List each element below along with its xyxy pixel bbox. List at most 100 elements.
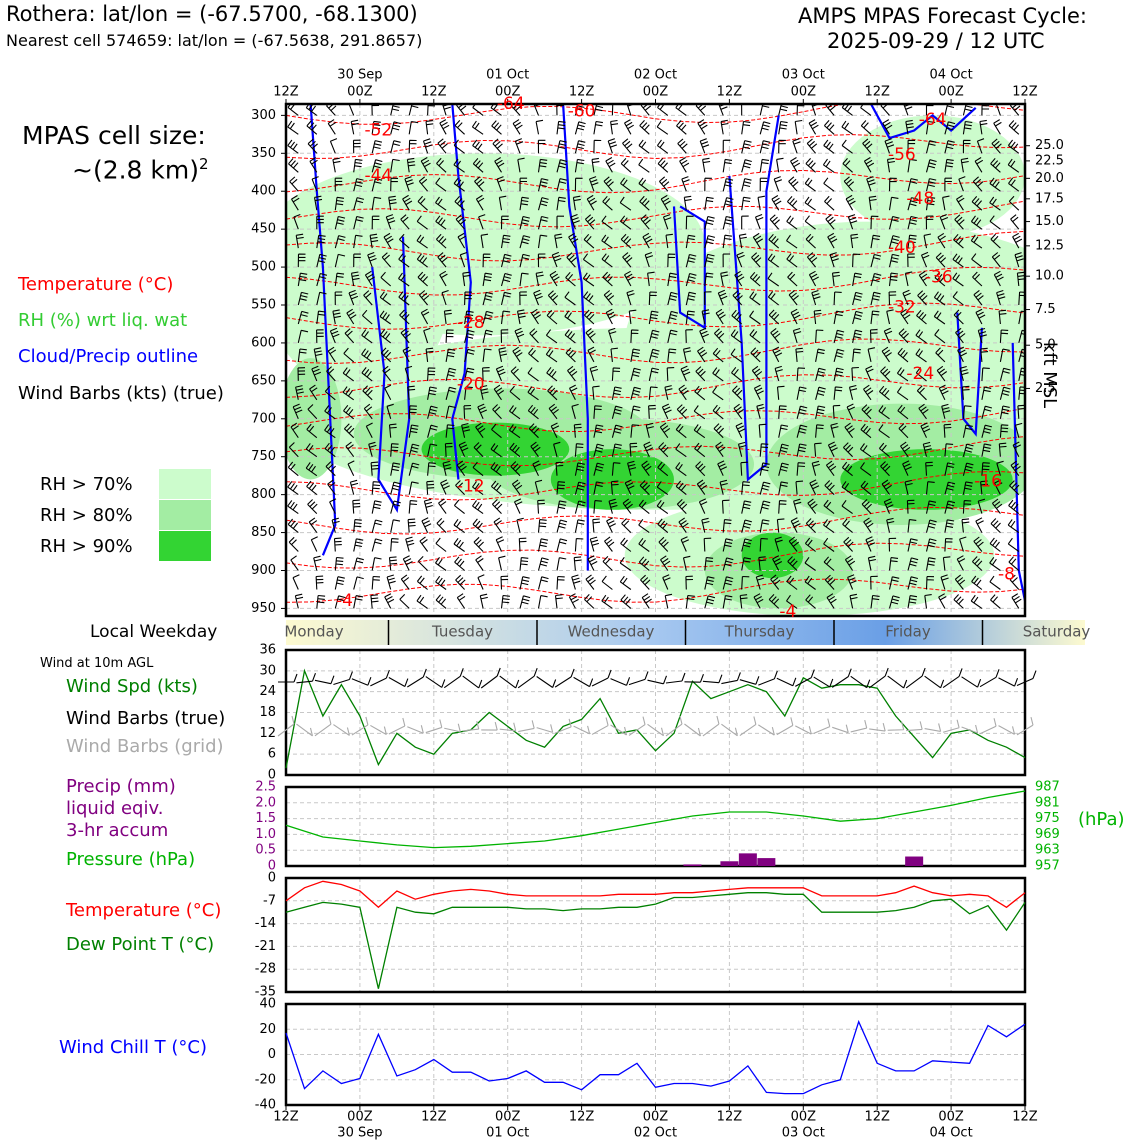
cloud-outline (562, 104, 589, 571)
wind-barb (813, 309, 822, 325)
wind-barb (852, 253, 861, 268)
wind-barb (925, 461, 933, 476)
wind-barb (464, 367, 475, 382)
wind-barb (516, 517, 524, 533)
wind-barb (500, 291, 512, 306)
wind-barb (868, 195, 877, 211)
wind-barb (461, 422, 471, 438)
wind-barb (398, 253, 410, 268)
wind-barb (545, 348, 558, 363)
wind-barb (701, 309, 710, 325)
wind-barb (306, 423, 318, 439)
wind-barb-grid (407, 725, 424, 734)
wind-barb (1007, 139, 1020, 154)
wind-barb (900, 441, 911, 458)
wind-barb (842, 158, 853, 173)
wind-barb (704, 215, 715, 230)
wind-barb-true (850, 675, 871, 689)
wind-barb (888, 557, 899, 571)
wind-barb (883, 498, 894, 514)
wind10m-title: Wind at 10m AGL (40, 656, 154, 671)
wind-barb (970, 234, 983, 249)
wind-barb (962, 481, 973, 495)
wind-barb (586, 194, 597, 211)
wind-barb (685, 594, 695, 609)
wind-barb (722, 234, 732, 249)
wind-barb (490, 480, 502, 496)
wind-barb (435, 537, 447, 552)
wind-barb (456, 104, 467, 116)
wind-barb (993, 270, 1004, 287)
wind-barb (786, 594, 798, 609)
wind-barb (593, 120, 603, 135)
wind-barb (316, 253, 327, 268)
wind-barb (363, 290, 373, 306)
wind-barb (537, 139, 546, 154)
temperature-contour (286, 230, 1025, 262)
wind-barb (548, 403, 559, 420)
wind-barb (630, 329, 639, 343)
wind-barb (316, 310, 326, 325)
wind-barb (645, 422, 654, 438)
wind-barb (741, 196, 751, 211)
wind-barb (860, 423, 872, 439)
weekday-label: Tuesday (431, 623, 493, 641)
wind-barb (935, 347, 946, 363)
wind-barb (537, 158, 548, 173)
wind-barb (445, 367, 457, 382)
wind-barb (749, 271, 761, 287)
wind-barb (825, 104, 836, 116)
wind-barb (881, 346, 892, 363)
wind-barb (751, 252, 762, 268)
wind-barb (388, 556, 398, 571)
wind-barb (811, 460, 820, 476)
wind-barb (453, 499, 465, 515)
bottom-hour-label: 12Z (864, 1110, 890, 1125)
wind-barb (720, 119, 729, 135)
wind-barb (638, 518, 650, 534)
legend-rh70-label: RH > 70% (40, 474, 133, 495)
wind-barb (514, 327, 525, 344)
wind-barb (464, 348, 475, 363)
wind-barb (619, 575, 632, 590)
wind-barb (778, 104, 789, 116)
wind-barb (804, 575, 816, 590)
wind-barb (519, 576, 530, 590)
top-hour-label: 12Z (864, 85, 890, 100)
wind-barb (664, 385, 673, 400)
wind-barb (870, 272, 882, 287)
wind-barb (778, 500, 787, 514)
wind-barb (990, 594, 1001, 609)
wind-barb (870, 234, 881, 249)
wind-barb (585, 574, 596, 590)
wind-barb (815, 367, 826, 382)
wind-barb (334, 556, 344, 571)
wind-barb (676, 120, 687, 135)
wind-barb (621, 518, 632, 533)
kft-tick-label: 5.0 (1035, 338, 1056, 353)
wind-barb (737, 441, 747, 457)
wind-barb (657, 158, 669, 173)
wind-barb (574, 538, 584, 552)
wind-barb (788, 290, 799, 306)
cloud-outline (870, 104, 977, 140)
wind-barb-grid (499, 722, 517, 732)
wind-barb (453, 158, 465, 173)
wind-barb (938, 384, 949, 401)
wind-barb (287, 481, 299, 496)
wind-barb (918, 270, 930, 287)
rh-region (286, 153, 705, 336)
wind-barb (390, 158, 400, 173)
bottom-hour-label: 00Z (791, 1110, 817, 1125)
wind-barb (537, 215, 549, 230)
wind-barb (667, 310, 679, 325)
wind-barb (416, 234, 428, 249)
wind-barb (796, 386, 807, 400)
wind-barb (640, 104, 652, 116)
left-axis-tick-label: 18 (259, 705, 276, 720)
wind-barb (297, 253, 306, 268)
wind-barb (973, 289, 984, 306)
wind-barb (436, 157, 447, 173)
wind-barb (436, 518, 447, 533)
wind-barb (479, 385, 489, 400)
